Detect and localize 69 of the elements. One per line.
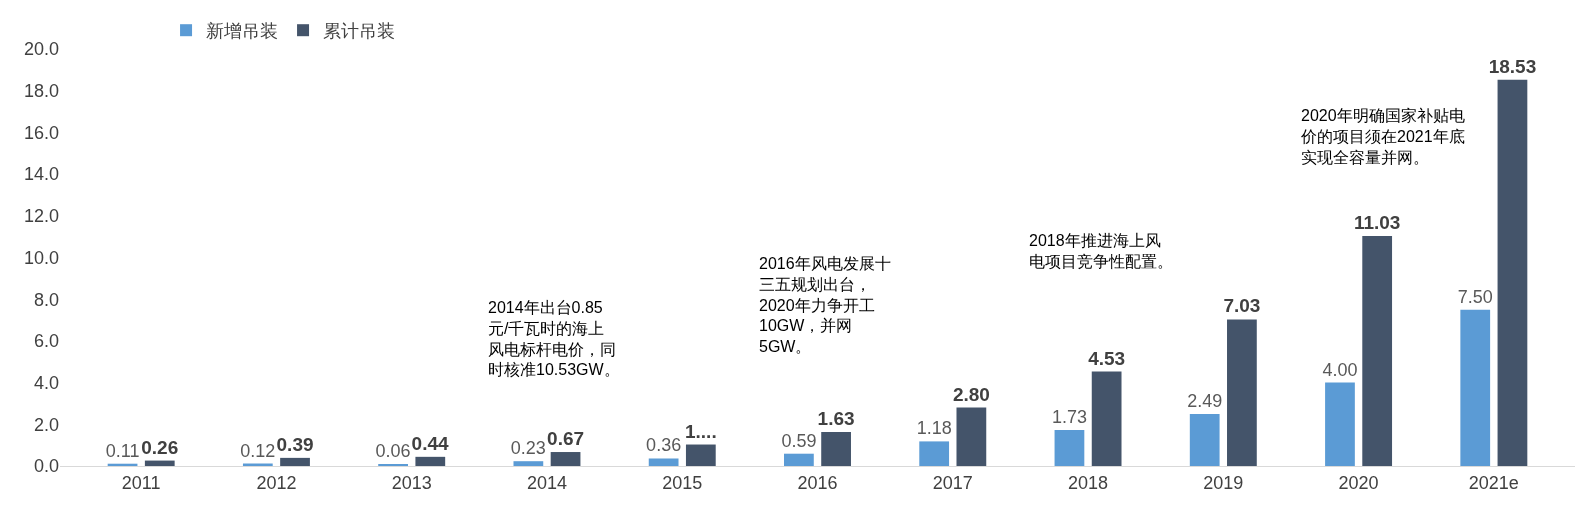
y-tick-label: 16.0: [23, 122, 59, 143]
x-tick-label: 2021e: [1468, 472, 1519, 493]
x-tick-label: 2018: [1068, 472, 1109, 493]
data-label: 1.73: [1051, 406, 1087, 427]
annotation: 2020年明确国家补贴电价的项目须在2021年底实现全容量并网。: [1300, 107, 1465, 166]
data-label: 0.12: [240, 440, 276, 461]
y-tick-label: 14.0: [23, 164, 59, 185]
bar: [1091, 371, 1122, 466]
y-tick-label: 4.0: [33, 372, 59, 393]
x-tick-label: 2020: [1338, 472, 1379, 493]
annotation: 2014年出台0.85元/千瓦时的海上风电标杆电价，同时核准10.53GW。: [488, 299, 620, 379]
data-label: 18.53: [1488, 55, 1537, 77]
bar: [685, 444, 716, 466]
bar: [550, 452, 581, 466]
bar: [919, 441, 950, 466]
data-label: 2.80: [952, 383, 990, 405]
bar: [648, 458, 679, 466]
bar: [1054, 429, 1085, 466]
data-label: 7.03: [1223, 295, 1261, 317]
data-label: 0.11: [105, 440, 140, 461]
data-label: 1.63: [817, 408, 855, 430]
data-label: 0.59: [781, 430, 817, 451]
data-label: 11.03: [1353, 212, 1401, 234]
y-tick-label: 10.0: [23, 247, 59, 268]
x-tick-label: 2011: [121, 472, 161, 493]
annotation: 2018年推进海上风电项目竞争性配置。: [1029, 232, 1173, 270]
x-tick-label: 2013: [391, 472, 432, 493]
bar: [1227, 319, 1257, 466]
data-label: 4.00: [1322, 359, 1358, 380]
data-label: 0.39: [276, 433, 314, 455]
bar: [1189, 414, 1220, 466]
bar: [1497, 79, 1528, 466]
y-tick-label: 2.0: [33, 414, 59, 435]
bar: [821, 432, 851, 466]
bar: [415, 456, 446, 466]
x-tick-label: 2012: [256, 472, 297, 493]
bar: [1460, 309, 1491, 466]
data-label: 0.26: [141, 436, 179, 458]
data-label: 0.67: [547, 428, 585, 450]
y-tick-label: 0.0: [33, 456, 59, 477]
data-label: 1....: [684, 420, 717, 442]
y-tick-label: 8.0: [33, 289, 59, 310]
bar: [784, 453, 814, 466]
data-label: 7.50: [1457, 286, 1493, 307]
data-label: 4.53: [1088, 347, 1126, 369]
data-label: 1.18: [916, 418, 952, 439]
data-label: 0.23: [510, 438, 546, 459]
bar: [280, 457, 310, 466]
x-tick-label: 2016: [797, 472, 838, 493]
x-tick-label: 2014: [526, 472, 567, 493]
x-tick-label: 2017: [932, 472, 973, 493]
legend-label: 累计吊装: [323, 21, 396, 42]
y-tick-label: 6.0: [33, 331, 59, 352]
y-tick-label: 20.0: [23, 39, 59, 60]
legend-label: 新增吊装: [206, 21, 279, 42]
y-tick-label: 12.0: [23, 206, 59, 227]
bar: [144, 460, 175, 466]
bar: [513, 461, 544, 466]
data-label: 0.36: [646, 435, 682, 456]
data-label: 0.06: [375, 441, 411, 461]
bar: [956, 407, 987, 466]
bar: [1362, 236, 1393, 466]
y-tick-label: 18.0: [23, 81, 59, 101]
x-tick-label: 2019: [1203, 472, 1244, 493]
data-label: 0.44: [411, 432, 450, 454]
annotation: 2016年风电发展十三五规划出台，2020年力争开工10GW，并网5GW。: [759, 255, 891, 356]
data-label: 2.49: [1187, 391, 1223, 412]
x-tick-label: 2015: [662, 472, 703, 493]
bar: [1325, 382, 1355, 466]
